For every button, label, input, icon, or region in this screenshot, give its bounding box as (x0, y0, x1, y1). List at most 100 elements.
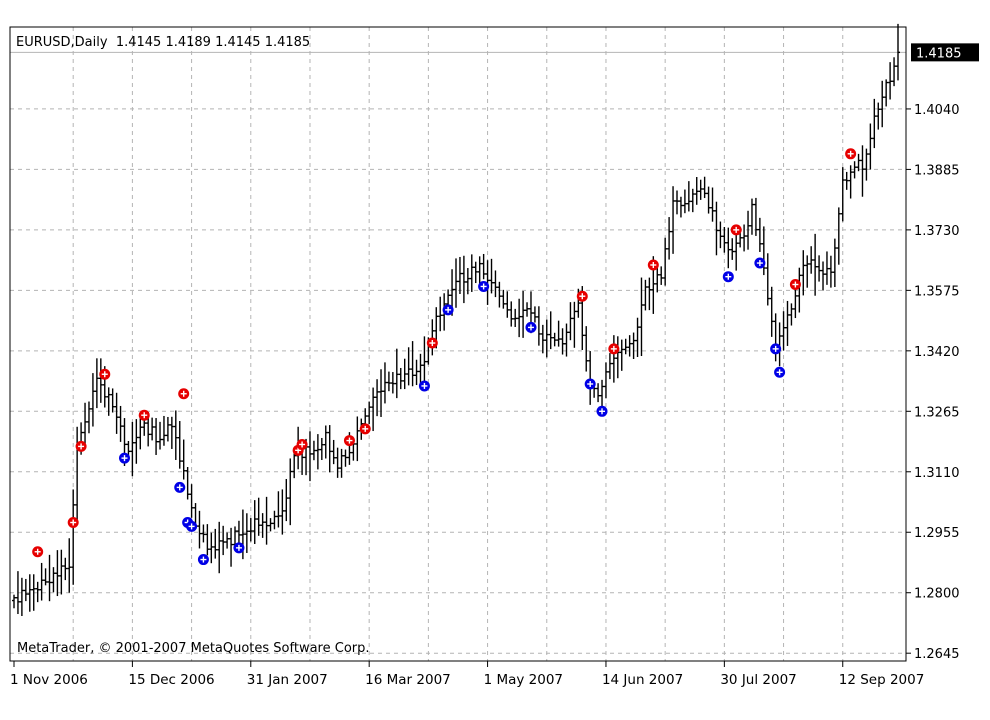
ohlc-bar (896, 23, 900, 81)
ohlc-bar (276, 491, 281, 528)
ohlc-bar (544, 319, 549, 358)
red-signal-marker (647, 259, 659, 271)
ohlc-bar (686, 181, 691, 212)
x-tick-label: 1 Nov 2006 (10, 672, 88, 688)
x-tick-label: 30 Jul 2007 (720, 672, 796, 688)
ohlc-bar (63, 557, 68, 581)
ohlc-bar (402, 358, 407, 390)
ohlc-bar (225, 532, 230, 549)
blue-signal-marker (174, 481, 186, 493)
ohlc-bar (852, 161, 857, 179)
ohlc-bar (154, 418, 159, 455)
ohlc-bar (371, 387, 376, 432)
last-price-label-bg (911, 43, 979, 62)
blue-signal-marker (197, 554, 209, 566)
ohlc-bar (177, 421, 182, 469)
ohlc-bar (525, 302, 530, 317)
ohlc-bar (513, 308, 518, 327)
ohlc-bar (35, 581, 40, 603)
ohlc-bar (414, 359, 419, 386)
ohlc-bar (236, 520, 241, 546)
ohlc-bar (375, 379, 380, 417)
ohlc-bar (631, 332, 636, 360)
ohlc-bar (256, 497, 261, 536)
ohlc-bar (86, 401, 91, 434)
ohlc-bar (481, 253, 486, 280)
ohlc-bar (844, 171, 849, 190)
y-tick-label: 1.3885 (914, 163, 960, 178)
ohlc-bar (469, 254, 474, 292)
red-signal-marker (296, 438, 308, 450)
ohlc-bar (118, 405, 123, 442)
ohlc-bar (201, 524, 206, 543)
ohlc-bar (339, 448, 344, 478)
ohlc-bar (690, 188, 695, 213)
ohlc-bar (517, 298, 522, 338)
ohlc-bar (746, 210, 751, 250)
ohlc-bar (765, 253, 770, 306)
ohlc-bar (797, 267, 802, 313)
ohlc-bar (150, 417, 155, 441)
red-signal-marker (359, 423, 371, 435)
ohlc-bar (94, 358, 99, 409)
y-tick-label: 1.2955 (914, 526, 960, 541)
red-signal-marker (730, 224, 742, 236)
ohlc-bar (761, 226, 766, 276)
ohlc-bar (726, 227, 731, 269)
ohlc-bar (532, 306, 537, 323)
ohlc-bar (556, 320, 561, 347)
ohlc-bar (307, 431, 312, 482)
ohlc-bar (710, 187, 715, 222)
ohlc-bar (165, 416, 170, 442)
blue-signal-marker (722, 271, 734, 283)
ohlc-bar (718, 221, 723, 249)
ohlc-bar (698, 179, 703, 200)
ohlc-bar (292, 451, 297, 479)
ohlc-bar (872, 98, 877, 149)
ohlc-bar (39, 562, 44, 601)
price-axis: 1.4040 1.3885 1.3730 1.3575 1.3420 1.3265 1.31… (906, 43, 979, 662)
ohlc-bar (785, 300, 790, 346)
blue-signal-marker (584, 378, 596, 390)
ohlc-bar (821, 261, 826, 291)
ohlc-bar (130, 421, 135, 477)
ohlc-bar (260, 513, 265, 538)
ohlc-bar (252, 500, 257, 544)
blue-signal-marker (119, 452, 130, 464)
ohlc-bar (110, 388, 115, 413)
ohlc-bar (181, 439, 186, 480)
ohlc-bar (209, 532, 214, 564)
ohlc-bar (27, 574, 32, 612)
blue-signal-marker (478, 280, 490, 292)
ohlc-bar (682, 189, 687, 214)
signal-markers (32, 148, 857, 566)
ohlc-bar (485, 260, 490, 305)
blue-signal-marker (525, 321, 537, 333)
ohlc-bar (284, 478, 289, 522)
ohlc-bar (639, 277, 644, 357)
red-signal-marker (426, 337, 438, 349)
ohlc-bar (382, 362, 387, 404)
ohlc-bar (406, 347, 411, 386)
ohlc-bar (509, 301, 514, 327)
ohlc-bar (505, 291, 510, 318)
red-signal-marker (67, 516, 79, 528)
ohlc-bar (675, 190, 679, 215)
red-signal-marker (608, 343, 620, 355)
ohlc-bar (489, 258, 494, 294)
chart-grid (10, 27, 906, 661)
ohlc-bar (197, 510, 202, 549)
ohlc-bar (134, 419, 139, 464)
ohlc-bar (355, 416, 360, 462)
blue-signal-marker (754, 257, 766, 269)
ohlc-bar (809, 246, 814, 274)
ohlc-bar (568, 302, 573, 341)
ohlc-bar (390, 372, 395, 394)
y-tick-label: 1.3730 (914, 224, 960, 239)
ohlc-bar (600, 379, 605, 408)
ohlc-bar (12, 594, 16, 609)
ohlc-bar (90, 373, 95, 427)
ohlc-bar (892, 57, 897, 87)
